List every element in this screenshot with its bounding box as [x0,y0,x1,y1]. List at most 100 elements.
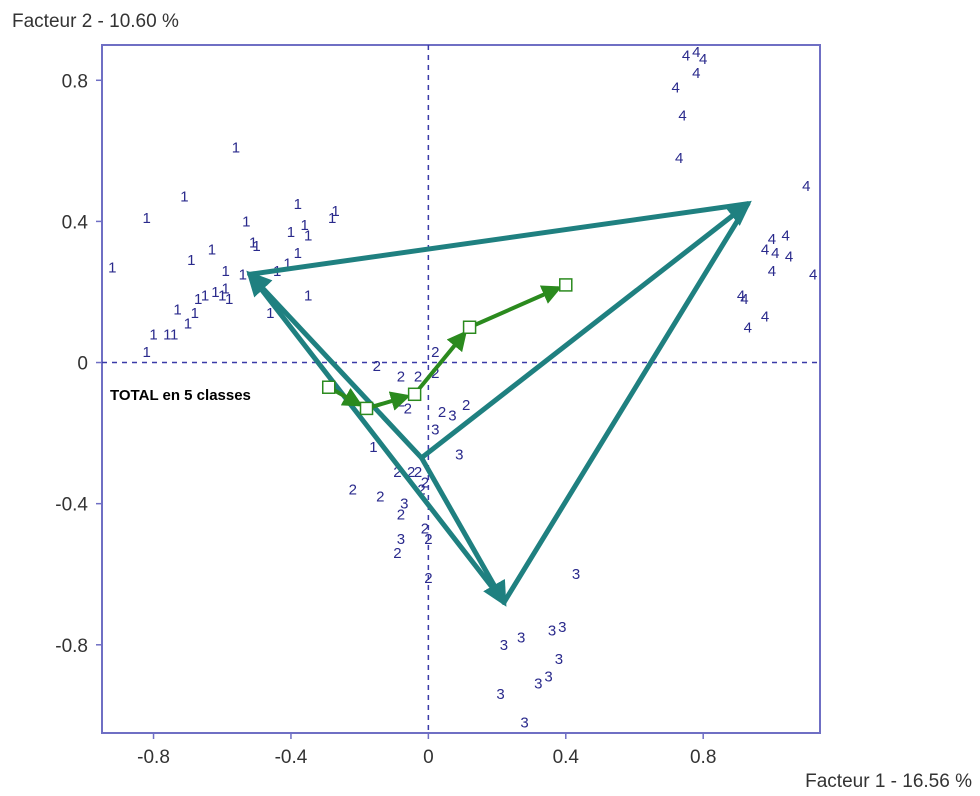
point-label: 2 [376,489,384,506]
point-label: 2 [424,570,432,587]
point-label: 1 [201,288,209,305]
point-label: 2 [438,404,446,421]
point-label: 1 [266,305,274,322]
point-label: 3 [448,407,456,424]
point-label: 3 [500,637,508,654]
y-tick-label: 0.8 [62,71,88,92]
trajectory-point [359,401,374,416]
point-label: 1 [252,238,260,255]
triangle-spoke [246,270,424,460]
point-label: 1 [301,217,309,234]
point-label: 2 [462,397,470,414]
point-label: 1 [242,213,250,230]
point-label: 2 [417,482,425,499]
point-label: 2 [393,464,401,481]
point-label: 1 [225,291,233,308]
point-label: 3 [397,531,405,548]
point-label: 1 [208,242,216,259]
point-label: 1 [191,305,199,322]
point-label: 1 [294,245,302,262]
point-label: 1 [283,256,291,273]
point-label: 4 [678,108,686,125]
point-label: 1 [187,252,195,269]
point-label: 1 [222,263,230,280]
point-label: 1 [331,203,339,220]
total-trajectory [321,278,573,416]
point-label: 3 [400,496,408,513]
y-tick-label: 0.4 [62,212,89,233]
point-label: 2 [393,545,401,562]
point-label: 1 [142,210,150,227]
point-label: 4 [781,228,789,245]
point-label: 4 [768,231,776,248]
trajectory-point [559,278,573,292]
point-label: 1 [369,439,377,456]
point-label: 3 [534,676,542,693]
x-tick-label: 0 [423,747,434,768]
point-label: 2 [414,464,422,481]
point-label: 1 [294,196,302,213]
point-label: 4 [699,51,707,68]
point-label: 2 [349,482,357,499]
point-label: 1 [163,326,171,343]
point-label: 1 [287,224,295,241]
point-label: 3 [558,619,566,636]
point-label: 4 [692,44,700,61]
point-label: 4 [802,178,810,195]
y-axis-title: Facteur 2 - 10.60 % [12,11,179,32]
x-tick-label: 0.8 [690,747,716,768]
plot-frame [101,44,821,734]
point-label: 1 [304,288,312,305]
point-label: 4 [675,150,683,167]
point-label: 3 [431,422,439,439]
point-label: 1 [194,291,202,308]
point-label: 4 [761,242,769,259]
point-label: 1 [108,259,116,276]
point-label: 3 [572,566,580,583]
point-label: 1 [249,235,257,252]
triangle-spoke [419,456,507,607]
y-tick-label: -0.4 [55,495,88,516]
point-label: 4 [809,266,817,283]
point-label: 2 [414,369,422,386]
point-label: 2 [397,369,405,386]
class-triangle [246,200,752,607]
point-label: 4 [692,65,700,82]
axis-ticks: -0.8 -0.4 0 0.4 0.8 0.8 0.4 0 -0.4 -0.8 [55,71,716,768]
triangle-edge [247,201,751,277]
point-label: 2 [424,531,432,548]
point-label: 1 [304,228,312,245]
x-tick-label: 0.4 [553,747,580,768]
point-label: 1 [222,280,230,297]
point-label: 4 [744,319,752,336]
y-tick-label: 0 [77,354,88,375]
trajectory-segment [413,330,468,396]
point-label: 3 [520,714,528,731]
point-label: 4 [682,48,690,65]
trajectory-point [407,387,422,402]
annotation-total: TOTAL en 5 classes [110,387,251,404]
point-label: 1 [239,266,247,283]
point-label: 4 [771,245,779,262]
point-label: 1 [170,326,178,343]
point-label: 3 [548,623,556,640]
x-axis-title: Facteur 1 - 16.56 % [805,771,972,792]
point-label: 4 [768,263,776,280]
triangle-spoke [419,200,752,460]
point-label: 1 [218,288,226,305]
point-label: 1 [142,344,150,361]
x-tick-label: -0.8 [137,747,170,768]
point-label: 2 [431,344,439,361]
point-label: 1 [232,139,240,156]
point-label: 3 [517,630,525,647]
point-label: 3 [555,651,563,668]
point-label: 2 [397,506,405,523]
point-label: 4 [672,79,680,96]
point-label: 2 [421,474,429,491]
trajectory-segment [468,285,563,330]
point-label: 1 [149,326,157,343]
trajectory-point [321,380,336,394]
point-label: 2 [407,464,415,481]
point-label: 1 [173,302,181,319]
